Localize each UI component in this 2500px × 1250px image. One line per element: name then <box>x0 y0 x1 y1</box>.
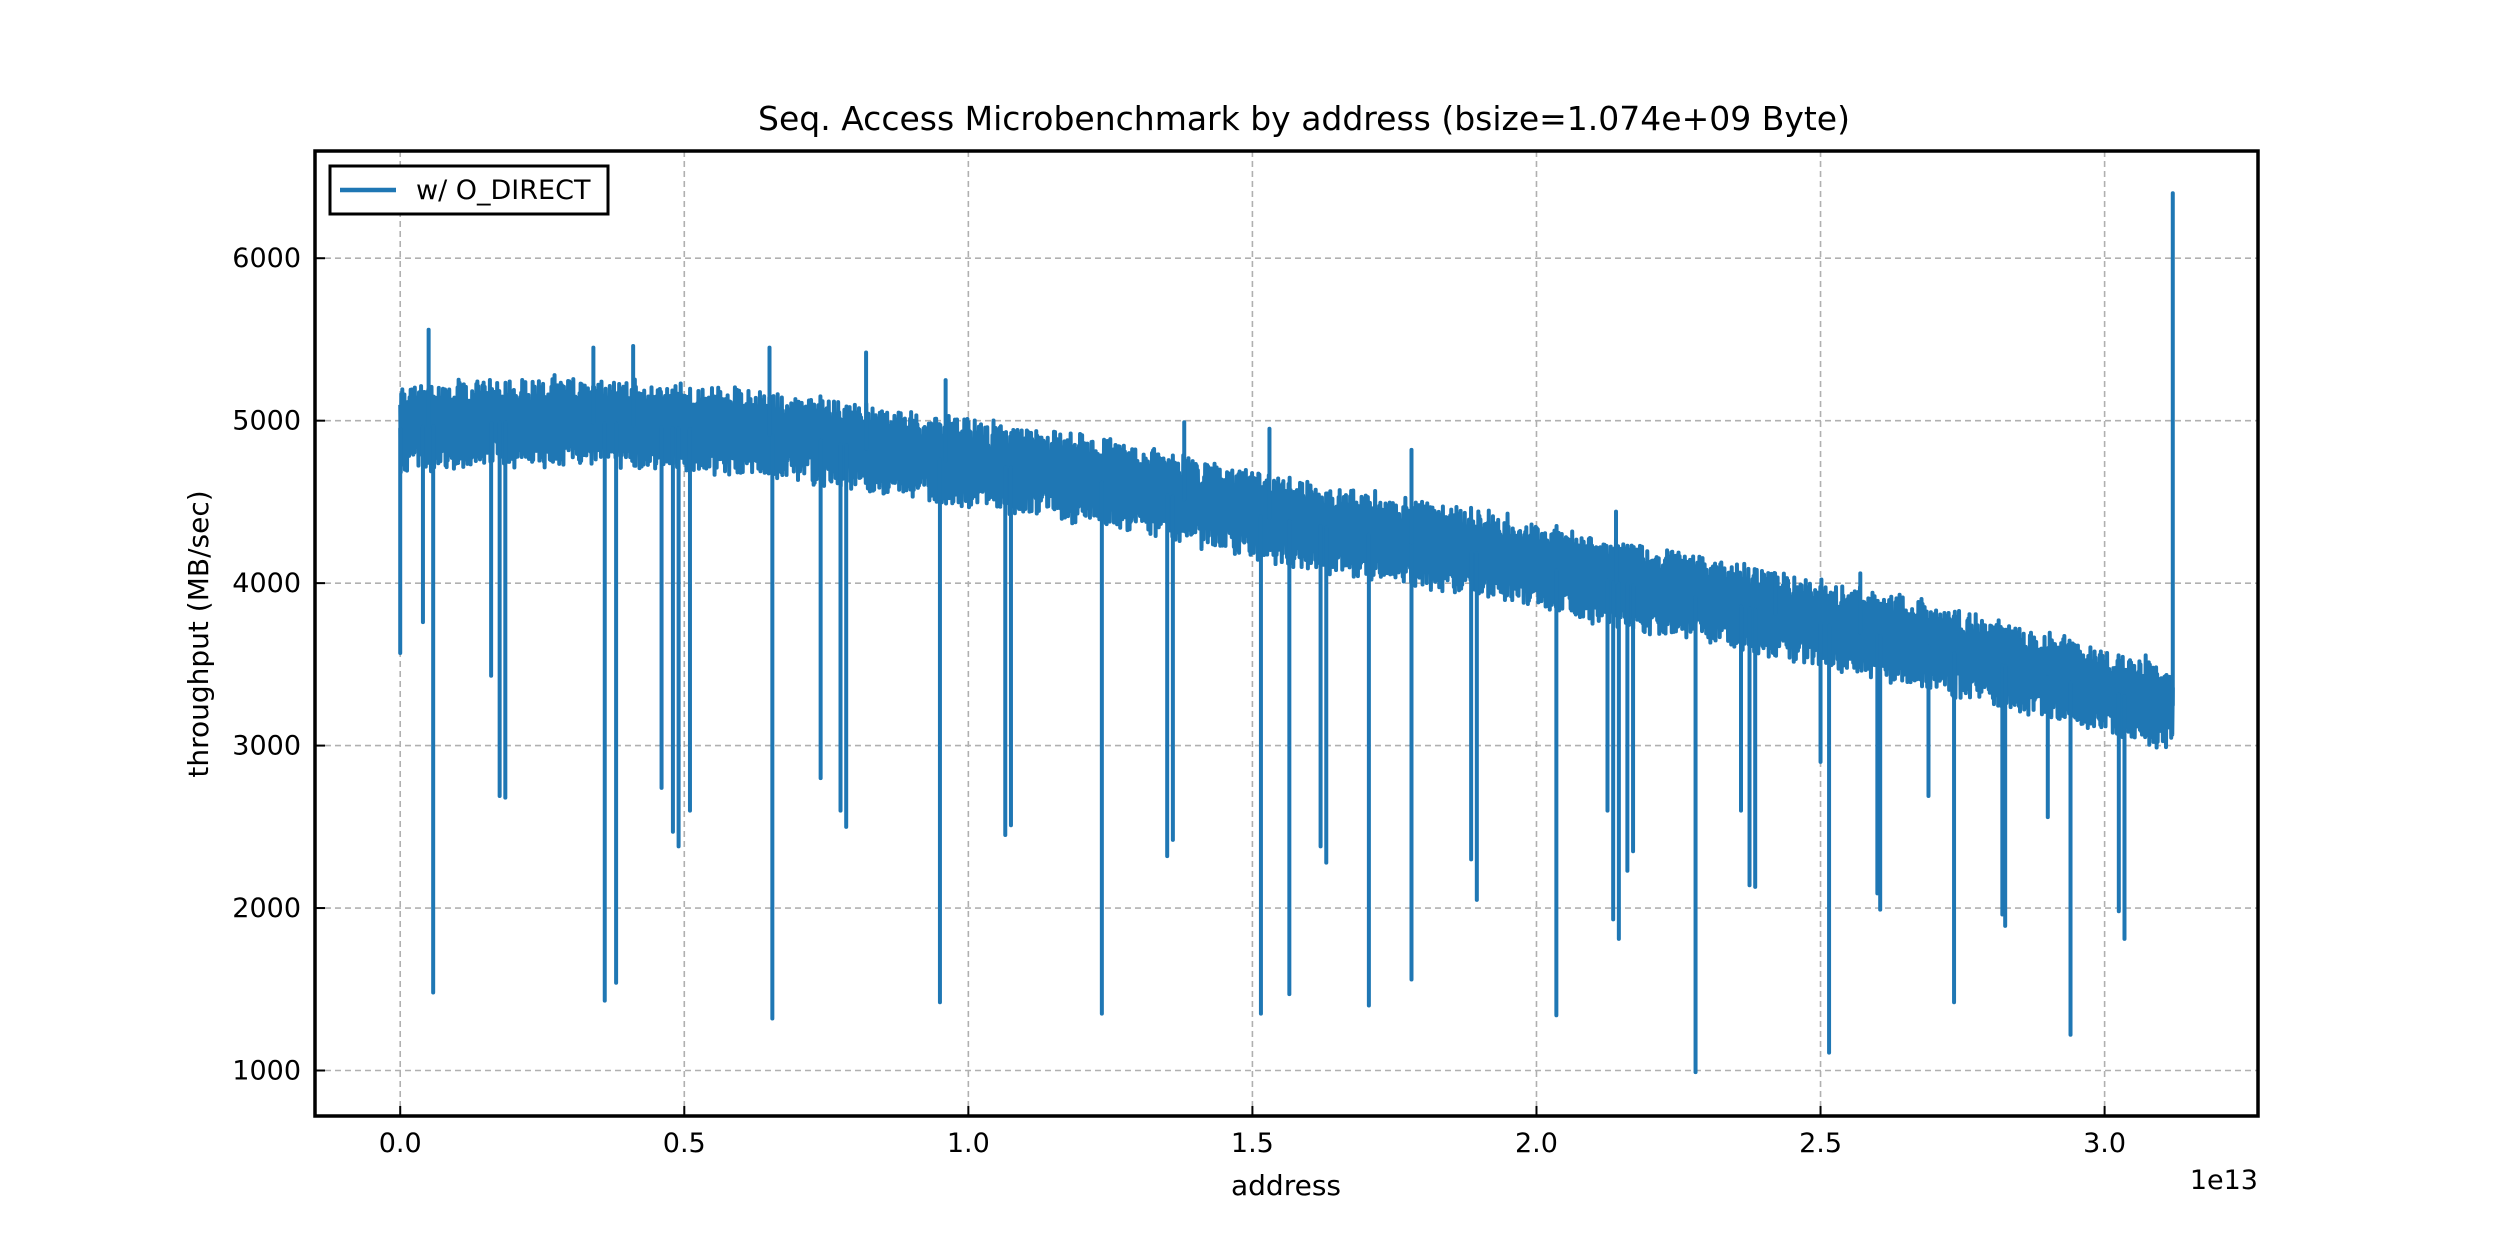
x-tick-label: 2.5 <box>1799 1128 1842 1159</box>
y-axis-label: throughput (MB/sec) <box>182 490 215 777</box>
x-axis-offset-label: 1e13 <box>2190 1165 2258 1196</box>
x-tick-label: 0.0 <box>379 1128 422 1159</box>
x-tick-label: 1.0 <box>947 1128 990 1159</box>
plot-frame <box>313 149 2260 1118</box>
x-axis-label: address <box>1231 1169 1341 1202</box>
y-tick-label: 2000 <box>232 893 301 924</box>
y-tick-label: 5000 <box>232 406 301 437</box>
data-series <box>398 191 2175 1075</box>
x-tick-label: 2.0 <box>1515 1128 1558 1159</box>
legend-label: w/ O_DIRECT <box>416 175 591 206</box>
legend: w/ O_DIRECT <box>328 164 610 216</box>
y-tick-label: 3000 <box>232 731 301 762</box>
x-tick-label: 1.5 <box>1231 1128 1274 1159</box>
x-tick-label: 3.0 <box>2083 1128 2126 1159</box>
y-tick-label: 1000 <box>232 1056 301 1087</box>
axis-ticks: 0.0 0.5 1.0 1.5 2.0 2.5 3.0 1000 2000 3000 4000 500… <box>232 243 2126 1159</box>
chart-title: Seq. Access Microbenchmark by address (b… <box>758 99 1850 138</box>
y-tick-label: 4000 <box>232 568 301 599</box>
x-tick-label: 0.5 <box>663 1128 706 1159</box>
y-tick-label: 6000 <box>232 243 301 274</box>
